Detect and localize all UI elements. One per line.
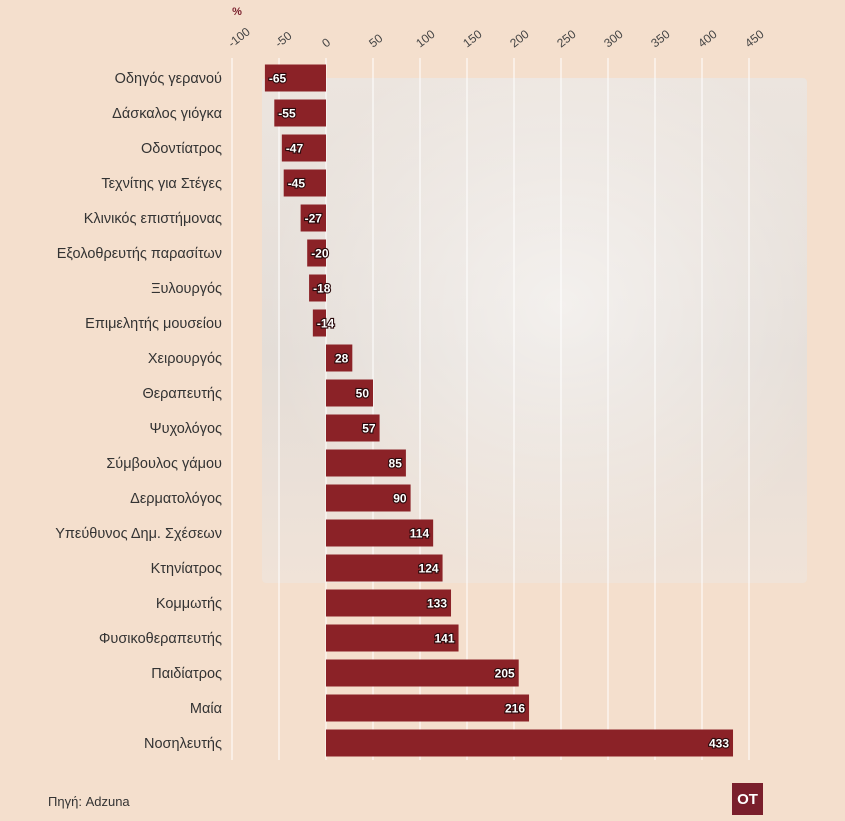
data-label: -47: [286, 142, 304, 156]
data-label: -27: [305, 212, 323, 226]
category-label: Ψυχολόγος: [150, 421, 222, 437]
category-label: Εξολοθρευτής παρασίτων: [57, 246, 222, 262]
category-label: Τεχνίτης για Στέγες: [101, 176, 222, 192]
category-label: Δερματολόγος: [130, 491, 222, 507]
data-label: 85: [389, 457, 403, 471]
source-label: Πηγή: Adzuna: [48, 794, 130, 809]
category-label: Οδηγός γερανού: [115, 71, 222, 87]
category-label: Δάσκαλος γιόγκα: [112, 106, 222, 122]
bar: [326, 729, 734, 757]
category-label: Κτηνίατρος: [151, 561, 222, 577]
bar: [326, 659, 519, 687]
bar: [300, 204, 326, 232]
x-tick-label: 150: [460, 27, 485, 51]
category-label: Μαία: [190, 701, 222, 717]
category-label: Φυσικοθεραπευτής: [99, 631, 222, 647]
bar: [326, 449, 406, 477]
x-tick-label: 200: [507, 27, 532, 51]
x-tick-label: 100: [413, 27, 438, 51]
data-label: 114: [410, 527, 430, 541]
category-label: Κομμωτής: [156, 596, 222, 612]
category-label: Υπεύθυνος Δημ. Σχέσεων: [55, 526, 222, 542]
bar: [326, 484, 411, 512]
bar: [326, 414, 380, 442]
bar: [307, 239, 326, 267]
data-label: -14: [317, 317, 335, 331]
bar-chart: -100 -50 0 50 100 150 200 250 300 350 400 450 -65 -5…: [55, 6, 767, 760]
category-label: Σύμβουλος γάμου: [106, 456, 222, 472]
bar: [274, 99, 326, 127]
bar: [326, 519, 434, 547]
publisher-logo: OT: [732, 783, 763, 815]
category-label: Παιδίατρος: [151, 666, 222, 682]
category-label: Κλινικός επιστήμονας: [84, 211, 222, 227]
x-tick-label: 0: [319, 35, 333, 50]
data-label: 57: [362, 422, 376, 436]
bar: [326, 624, 459, 652]
grid-lines: [231, 58, 750, 760]
data-label: 205: [495, 667, 515, 681]
data-label: 50: [356, 387, 370, 401]
x-tick-label: 450: [742, 27, 767, 51]
data-label: -65: [269, 72, 287, 86]
bar: [326, 344, 353, 372]
data-label: 133: [427, 597, 447, 611]
x-tick-label: 250: [554, 27, 579, 51]
bar: [264, 64, 326, 92]
bar: [309, 274, 326, 302]
data-label: -20: [311, 247, 329, 261]
data-label: 433: [709, 737, 729, 751]
data-label: 90: [393, 492, 407, 506]
x-tick-label: -100: [225, 24, 253, 50]
x-tick-label: 50: [366, 31, 385, 50]
category-label: Οδοντίατρος: [141, 141, 222, 157]
x-tick-labels: -100 -50 0 50 100 150 200 250 300 350 400 450: [225, 24, 767, 50]
category-label: Θεραπευτής: [142, 386, 222, 402]
x-tick-label: 350: [648, 27, 673, 51]
data-label: 141: [435, 632, 455, 646]
bar: [281, 134, 326, 162]
category-label: Νοσηλευτής: [144, 736, 222, 752]
bar: [326, 589, 452, 617]
data-label: -45: [288, 177, 306, 191]
data-label: -18: [313, 282, 331, 296]
data-label: -55: [278, 107, 296, 121]
category-label: Χειρουργός: [148, 351, 222, 367]
bar: [326, 694, 530, 722]
unit-label: %: [232, 6, 242, 18]
data-label: 28: [335, 352, 349, 366]
x-tick-label: -50: [272, 28, 295, 50]
bar: [326, 379, 373, 407]
bars: -65 -55 -47 -45 -27 -20 -18 -14 28 50 57 85 90 114 124…: [264, 64, 734, 757]
data-label: 216: [505, 702, 525, 716]
data-label: 124: [419, 562, 439, 576]
category-labels: Οδηγός γερανού Δάσκαλος γιόγκα Οδοντίατρος…: [55, 71, 222, 752]
bar: [326, 554, 443, 582]
category-label: Ξυλουργός: [151, 281, 222, 297]
category-label: Επιμελητής μουσείου: [85, 316, 222, 332]
x-tick-label: 400: [695, 27, 720, 51]
bar: [283, 169, 326, 197]
bar: [312, 309, 326, 337]
x-tick-label: 300: [601, 27, 626, 51]
